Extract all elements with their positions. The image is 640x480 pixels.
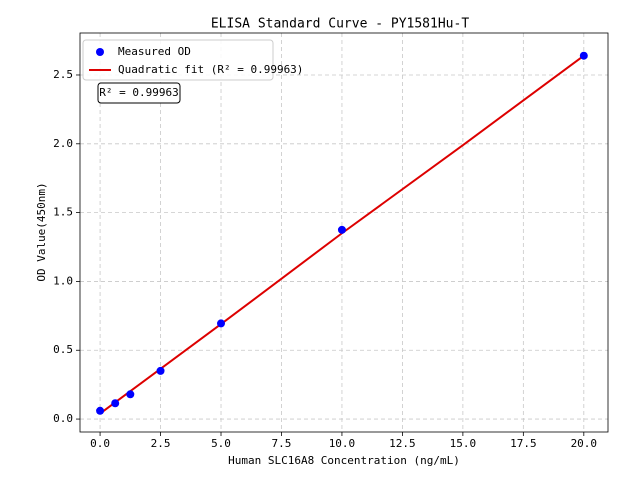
x-tick-label: 17.5 — [510, 437, 537, 450]
x-tick-label: 0.0 — [90, 437, 110, 450]
annotation-box — [97, 82, 181, 104]
x-tick-label: 10.0 — [329, 437, 356, 450]
y-tick-label: 2.0 — [53, 137, 73, 150]
x-tick-label: 15.0 — [450, 437, 477, 450]
data-point — [96, 406, 105, 415]
annotation: R² = 0.99963 — [99, 86, 178, 99]
y-tick-label: 1.5 — [53, 206, 73, 219]
x-tick-label: 7.5 — [272, 437, 292, 450]
legend-marker — [96, 48, 104, 56]
y-tick-label: 1.0 — [53, 274, 73, 287]
legend-label: Measured OD — [118, 45, 191, 58]
fit-line — [99, 54, 585, 415]
plot-frame — [79, 32, 609, 433]
x-tick-label: 5.0 — [211, 437, 231, 450]
y-tick-label: 2.5 — [53, 68, 73, 81]
x-tick-label: 12.5 — [389, 437, 416, 450]
data-point — [217, 319, 226, 328]
data-point — [126, 390, 135, 399]
x-tick-label: 20.0 — [571, 437, 598, 450]
data-point — [337, 225, 346, 234]
x-axis-label: Human SLC16A8 Concentration (ng/mL) — [228, 454, 460, 467]
legend-box — [82, 39, 274, 81]
y-tick-label: 0.5 — [53, 343, 73, 356]
legend-label: Quadratic fit (R² = 0.99963) — [118, 63, 303, 76]
data-point — [156, 366, 165, 375]
data-point — [111, 399, 120, 408]
y-tick-label: 0.0 — [53, 412, 73, 425]
chart-title: ELISA Standard Curve - PY1581Hu-T — [211, 17, 469, 32]
y-axis-label: OD Value(450nm) — [35, 182, 48, 281]
data-point — [579, 51, 588, 60]
x-tick-label: 2.5 — [151, 437, 171, 450]
